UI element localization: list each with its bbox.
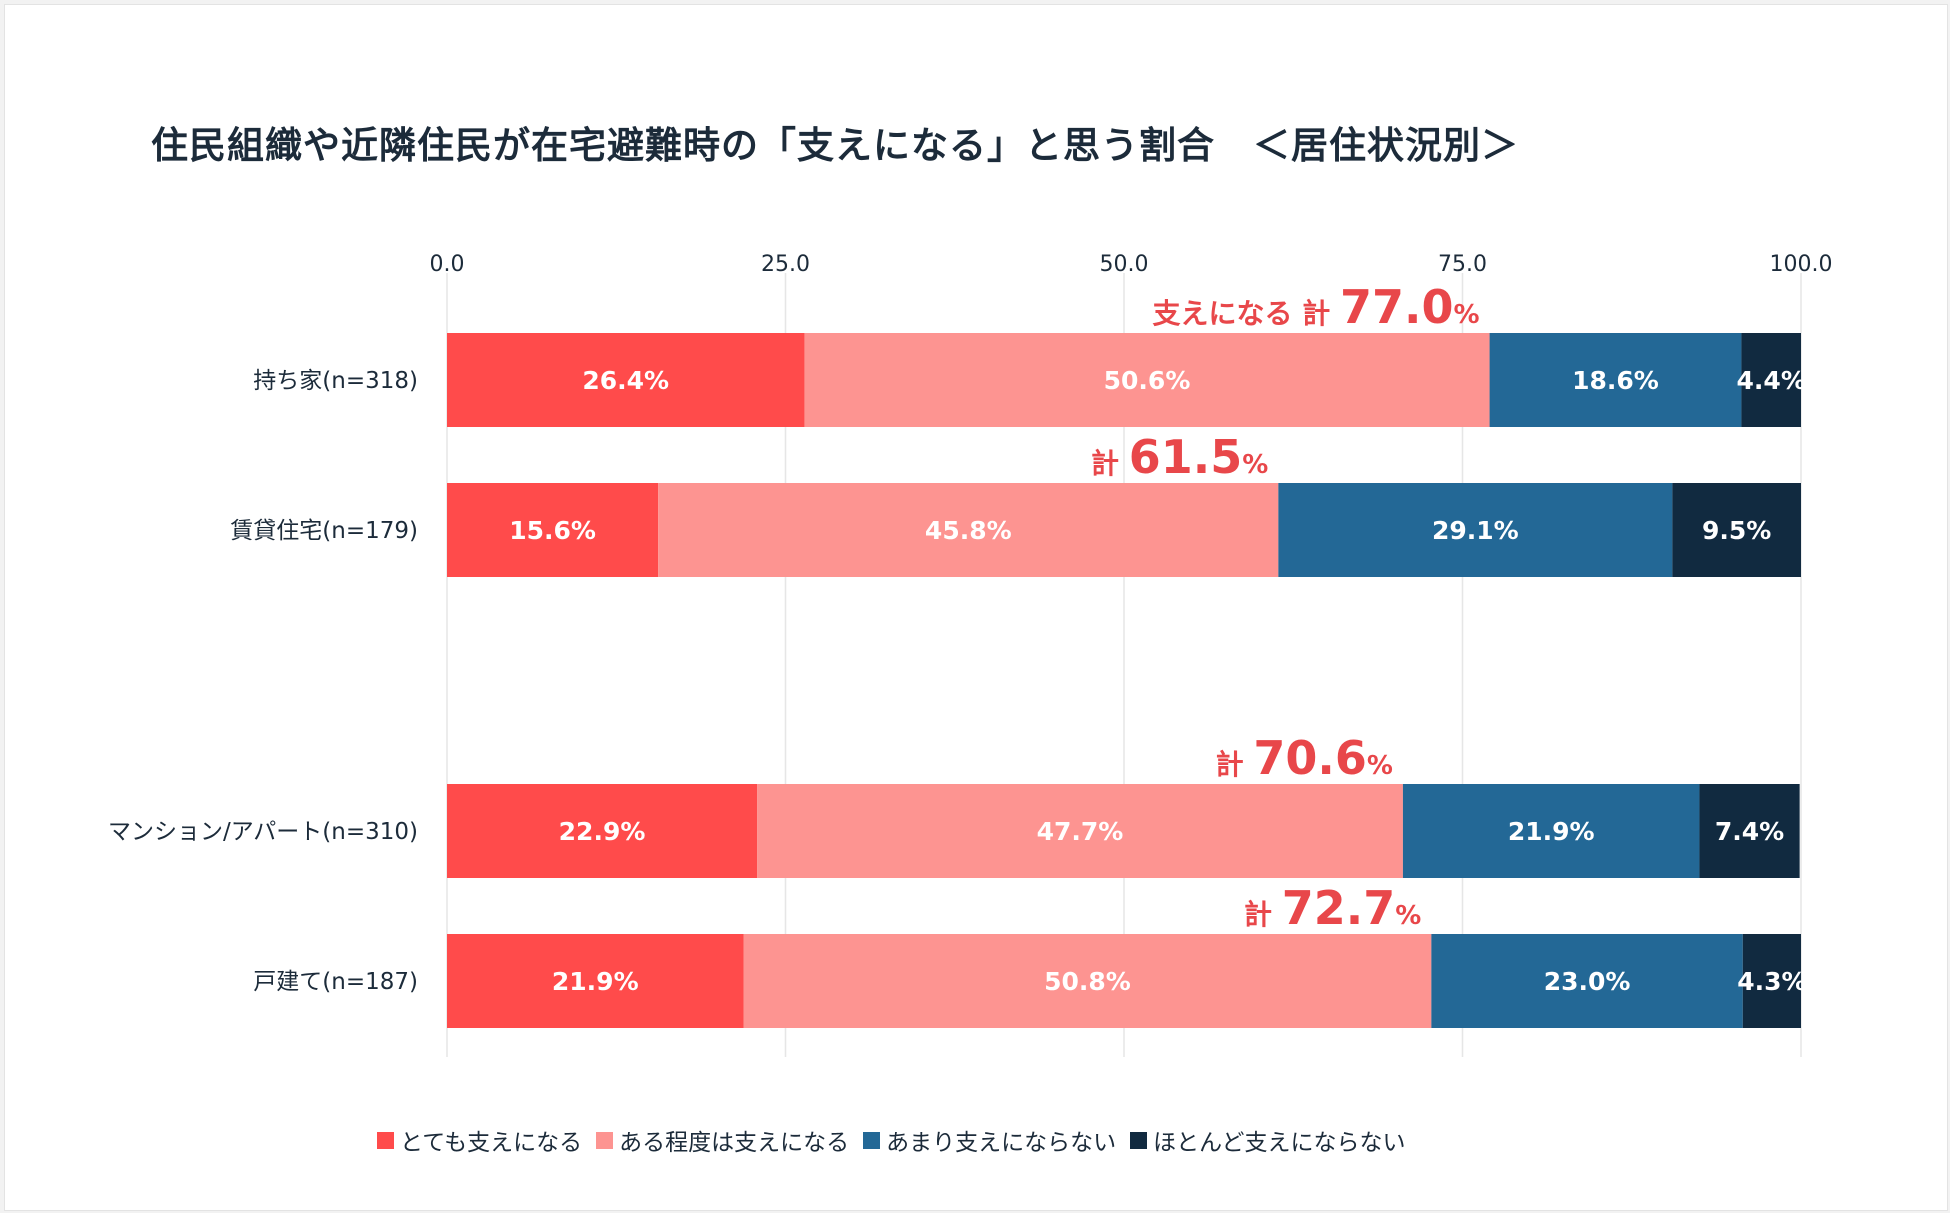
- total-unit: %: [1395, 901, 1421, 931]
- legend-item: ほとんど支えにならない: [1130, 1123, 1405, 1157]
- data-label: 15.6%: [509, 516, 596, 545]
- bar-segment: [447, 333, 805, 427]
- bar-segment: [1431, 934, 1743, 1028]
- legend-label: あまり支えにならない: [886, 1130, 1117, 1156]
- bar-segment: [1742, 934, 1801, 1028]
- data-label: 22.9%: [559, 817, 646, 846]
- x-tick-label: 100.0: [1770, 252, 1833, 277]
- x-tick-label: 0.0: [430, 252, 465, 277]
- data-label: 4.4%: [1737, 366, 1806, 395]
- total-value: 61.5: [1129, 430, 1243, 484]
- stacked-bar-chart: 0.0 25.0 50.0 75.0 100.0 持ち家(n=318) 26.4% 50.6%…: [108, 252, 1833, 1057]
- legend-swatch: [1130, 1131, 1148, 1149]
- legend-label: ほとんど支えにならない: [1153, 1130, 1406, 1156]
- legend-label: とても支えになる: [400, 1130, 583, 1156]
- legend: とても支えになる ある程度は支えになる あまり支えにならない ほとんど支えにならない: [377, 1123, 1419, 1157]
- category-label: 持ち家(n=318): [253, 368, 418, 394]
- legend-swatch: [863, 1131, 881, 1149]
- total-value: 70.6: [1253, 731, 1367, 785]
- total-annotation: 計 61.5%: [1091, 430, 1268, 484]
- data-label: 47.7%: [1037, 817, 1124, 846]
- legend-label: ある程度は支えになる: [619, 1130, 850, 1156]
- data-label: 4.3%: [1737, 967, 1806, 996]
- total-prefix: 支えになる 計: [1153, 297, 1341, 330]
- bar-segment: [1278, 483, 1673, 577]
- data-label: 45.8%: [925, 516, 1012, 545]
- total-unit: %: [1367, 751, 1393, 781]
- category-label: マンション/アパート(n=310): [108, 819, 418, 845]
- legend-item: あまり支えにならない: [863, 1123, 1116, 1157]
- category-label: 賃貸住宅(n=179): [230, 518, 418, 544]
- data-label: 50.8%: [1044, 967, 1131, 996]
- bar-segment: [447, 934, 744, 1028]
- bar-segment: [447, 784, 758, 878]
- data-label: 29.1%: [1432, 516, 1519, 545]
- data-label: 26.4%: [582, 366, 669, 395]
- data-label: 9.5%: [1702, 516, 1771, 545]
- total-annotation: 計 72.7%: [1244, 881, 1421, 935]
- legend-swatch: [596, 1131, 614, 1149]
- legend-item: とても支えになる: [377, 1123, 582, 1157]
- total-unit: %: [1454, 300, 1480, 330]
- bar-segment: [1672, 483, 1801, 577]
- x-tick-label: 25.0: [761, 252, 810, 277]
- chart-card: 住民組織や近隣住民が在宅避難時の「支えになる」と思う割合 ＜居住状況別＞ 0.0…: [4, 4, 1948, 1211]
- total-value: 77.0: [1340, 280, 1454, 334]
- bar-segment: [447, 483, 659, 577]
- legend-item: ある程度は支えになる: [596, 1123, 849, 1157]
- category-label: 戸建て(n=187): [253, 969, 418, 995]
- bar-segment: [743, 934, 1432, 1028]
- total-annotation: 支えになる 計 77.0%: [1153, 280, 1480, 334]
- chart-title: 住民組織や近隣住民が在宅避難時の「支えになる」と思う割合 ＜居住状況別＞: [151, 124, 1519, 167]
- data-label: 50.6%: [1104, 366, 1191, 395]
- data-label: 21.9%: [552, 967, 639, 996]
- bar-segment: [1699, 784, 1800, 878]
- data-label: 23.0%: [1544, 967, 1631, 996]
- bar-segment: [1741, 333, 1801, 427]
- total-prefix: 計: [1216, 748, 1254, 781]
- total-annotation: 計 70.6%: [1216, 731, 1393, 785]
- x-tick-label: 75.0: [1438, 252, 1487, 277]
- data-label: 21.9%: [1508, 817, 1595, 846]
- total-value: 72.7: [1282, 881, 1396, 935]
- legend-swatch: [377, 1131, 394, 1149]
- bar-segment: [804, 333, 1490, 427]
- data-label: 7.4%: [1715, 817, 1784, 846]
- total-prefix: 計: [1244, 898, 1282, 931]
- bar-segment: [757, 784, 1403, 878]
- x-tick-label: 50.0: [1100, 252, 1149, 277]
- bar-segment: [1489, 333, 1742, 427]
- data-label: 18.6%: [1572, 366, 1659, 395]
- total-prefix: 計: [1091, 447, 1129, 480]
- total-unit: %: [1242, 450, 1268, 480]
- bar-segment: [1402, 784, 1700, 878]
- bar-segment: [658, 483, 1279, 577]
